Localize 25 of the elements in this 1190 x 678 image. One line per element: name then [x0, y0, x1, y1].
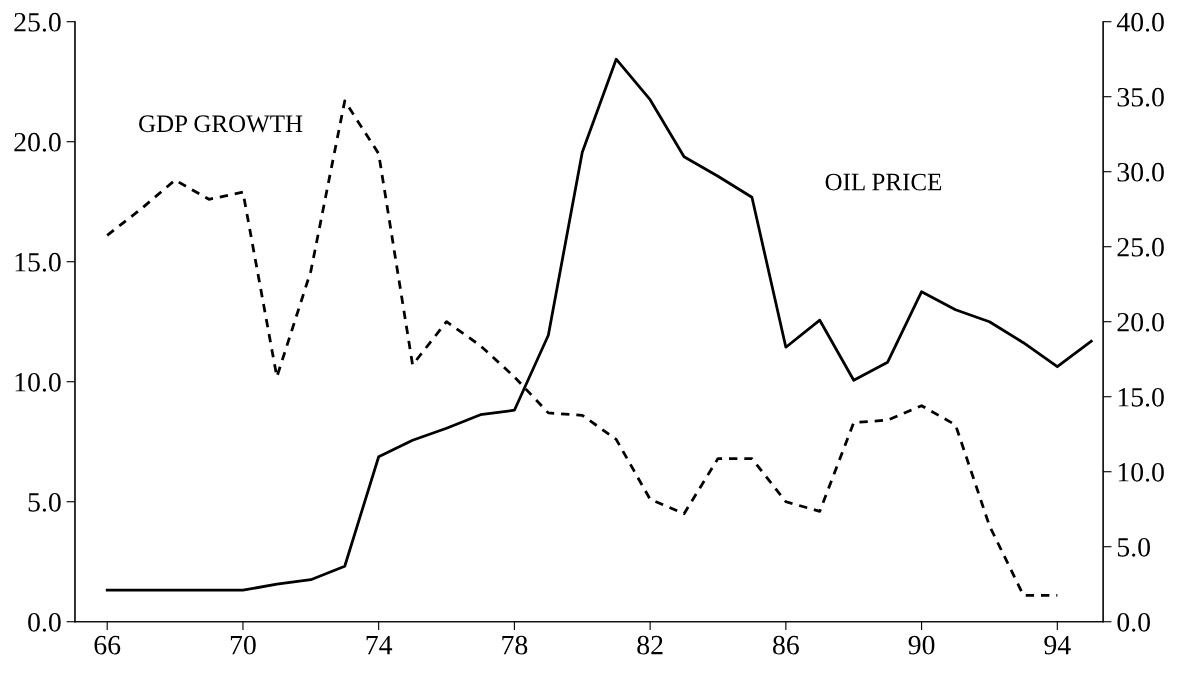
x-tick-label: 86 — [773, 635, 799, 655]
y2-tick-label: 30.0 — [1117, 162, 1164, 182]
x-tick-label: 94 — [1044, 635, 1071, 655]
y2-tick-label: 0.0 — [1117, 612, 1150, 632]
y2-tick-label: 5.0 — [1117, 537, 1150, 557]
y-tick-label: 20.0 — [14, 132, 61, 152]
series-label: GDP GROWTH — [139, 115, 303, 133]
x-tick-label: 66 — [94, 635, 121, 655]
x-tick-label: 82 — [637, 635, 663, 655]
y-tick-label: 15.0 — [15, 252, 61, 272]
y-tick-label: 0.0 — [28, 612, 61, 632]
y2-tick-label: 10.0 — [1118, 462, 1164, 482]
x-tick-label: 90 — [908, 635, 935, 655]
y2-tick-label: 25.0 — [1117, 237, 1164, 257]
y2-tick-label: 20.0 — [1117, 312, 1164, 332]
y2-tick-label: 15.0 — [1118, 387, 1164, 407]
x-tick-label: 74 — [366, 635, 393, 655]
x-tick-label: 70 — [230, 635, 256, 655]
y-tick-label: 5.0 — [28, 492, 61, 512]
y-tick-label: 25.0 — [14, 12, 61, 32]
x-tick-label: 78 — [502, 635, 528, 655]
y2-tick-label: 35.0 — [1117, 87, 1164, 107]
y2-tick-label: 40.0 — [1116, 12, 1164, 32]
text: OIL PRICE — [825, 173, 942, 191]
y-tick-label: 10.0 — [15, 372, 61, 392]
